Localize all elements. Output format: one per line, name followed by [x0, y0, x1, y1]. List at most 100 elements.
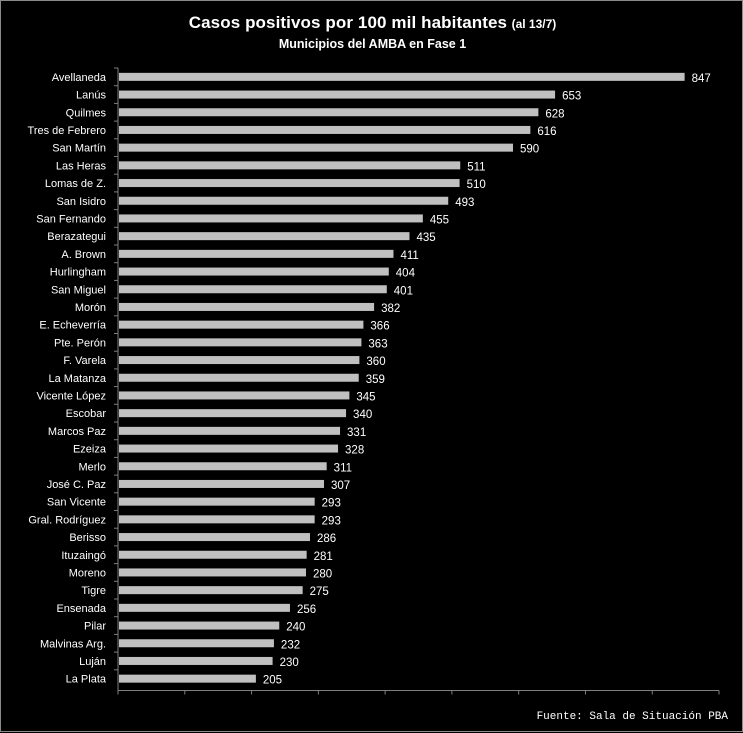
bar	[119, 214, 423, 223]
value-label: 382	[381, 303, 400, 315]
value-label: 366	[370, 321, 389, 333]
bar	[119, 373, 359, 382]
value-label: 628	[545, 108, 564, 120]
category-label: A. Brown	[61, 249, 106, 261]
category-label: Tres de Febrero	[28, 125, 106, 137]
value-label: 293	[322, 515, 341, 527]
source-note: Fuente: Sala de Situación PBA	[536, 711, 728, 723]
value-label: 345	[356, 391, 375, 403]
value-label: 340	[353, 409, 372, 421]
bar	[119, 515, 315, 524]
bar	[119, 479, 325, 488]
category-label: Moreno	[69, 567, 106, 579]
category-label: Ensenada	[56, 603, 106, 615]
category-label: Berazategui	[47, 231, 106, 243]
category-label: Lanús	[76, 90, 106, 102]
bar	[119, 108, 539, 117]
bar	[119, 639, 274, 648]
bar	[119, 302, 375, 311]
chart-subtitle: Municipios del AMBA en Fase 1	[278, 37, 467, 51]
bar	[119, 621, 280, 630]
value-label: 363	[368, 338, 387, 350]
bar	[119, 462, 327, 471]
category-label: Quilmes	[66, 107, 107, 119]
category-label: San Miguel	[51, 284, 106, 296]
category-label: Pte. Perón	[54, 337, 106, 349]
value-label: 293	[322, 498, 341, 510]
value-label: 275	[310, 586, 329, 598]
bar	[119, 533, 310, 542]
bar	[119, 550, 307, 559]
category-label: Marcos Paz	[48, 426, 106, 438]
category-label: San Vicente	[47, 497, 106, 509]
value-label: 205	[263, 675, 282, 687]
bar	[119, 196, 449, 205]
chart-title-line: Casos positivos por 100 mil habitantes (…	[1, 13, 743, 33]
bar	[119, 249, 394, 258]
category-label: Merlo	[78, 461, 106, 473]
bar	[119, 90, 556, 99]
category-label: Ituzaingó	[61, 550, 106, 562]
category-label: José C. Paz	[47, 479, 106, 491]
category-label: San Fernando	[36, 213, 106, 225]
category-label: Tigre	[81, 585, 106, 597]
bar	[119, 161, 461, 170]
bar	[119, 72, 685, 81]
value-label: 401	[394, 285, 413, 297]
category-label: Avellaneda	[52, 72, 107, 84]
value-label: 616	[537, 126, 556, 138]
category-label: Gral. Rodríguez	[28, 514, 106, 526]
value-label: 240	[286, 622, 305, 634]
value-label: 411	[400, 250, 418, 262]
value-label: 328	[345, 445, 364, 457]
value-label: 653	[562, 91, 581, 103]
chart-title: Casos positivos por 100 mil habitantes	[188, 13, 508, 32]
bar	[119, 656, 273, 665]
value-label: 435	[416, 232, 435, 244]
value-label: 455	[430, 214, 449, 226]
value-label: 286	[317, 533, 336, 545]
value-label: 281	[314, 551, 333, 563]
bar	[119, 444, 339, 453]
value-label: 359	[366, 374, 385, 386]
category-label: Escobar	[66, 408, 107, 420]
category-label: La Matanza	[49, 373, 107, 385]
value-label: 331	[347, 427, 366, 439]
bar	[119, 497, 315, 506]
bar	[119, 603, 290, 612]
value-label: 590	[520, 144, 539, 156]
bar	[119, 586, 303, 595]
value-label: 256	[297, 604, 316, 616]
category-label: E. Echeverría	[39, 320, 107, 332]
value-label: 311	[334, 462, 352, 474]
value-label: 847	[692, 73, 711, 85]
bar	[119, 356, 360, 365]
category-label: Malvinas Arg.	[40, 638, 106, 650]
bar	[119, 426, 341, 435]
bar	[119, 320, 364, 329]
category-label: Luján	[79, 656, 106, 668]
bar	[119, 391, 350, 400]
category-label: Ezeiza	[73, 444, 107, 456]
value-label: 493	[455, 197, 474, 209]
category-label: Las Heras	[56, 160, 107, 172]
category-label: Pilar	[84, 621, 106, 633]
value-label: 307	[331, 480, 350, 492]
category-label: Berisso	[69, 532, 106, 544]
bar	[119, 338, 362, 347]
value-label: 230	[280, 657, 299, 669]
value-label: 360	[366, 356, 385, 368]
bar	[119, 179, 460, 188]
bar	[119, 125, 531, 134]
bar	[119, 232, 410, 241]
category-label: San Martín	[52, 143, 106, 155]
value-label: 404	[396, 268, 416, 280]
category-label: Morón	[75, 302, 106, 314]
bar	[119, 568, 306, 577]
category-label: Hurlingham	[50, 267, 106, 279]
title-block: Casos positivos por 100 mil habitantes (…	[1, 13, 743, 51]
bar	[119, 267, 389, 276]
value-label: 510	[467, 179, 486, 191]
category-label: Lomas de Z.	[45, 178, 106, 190]
